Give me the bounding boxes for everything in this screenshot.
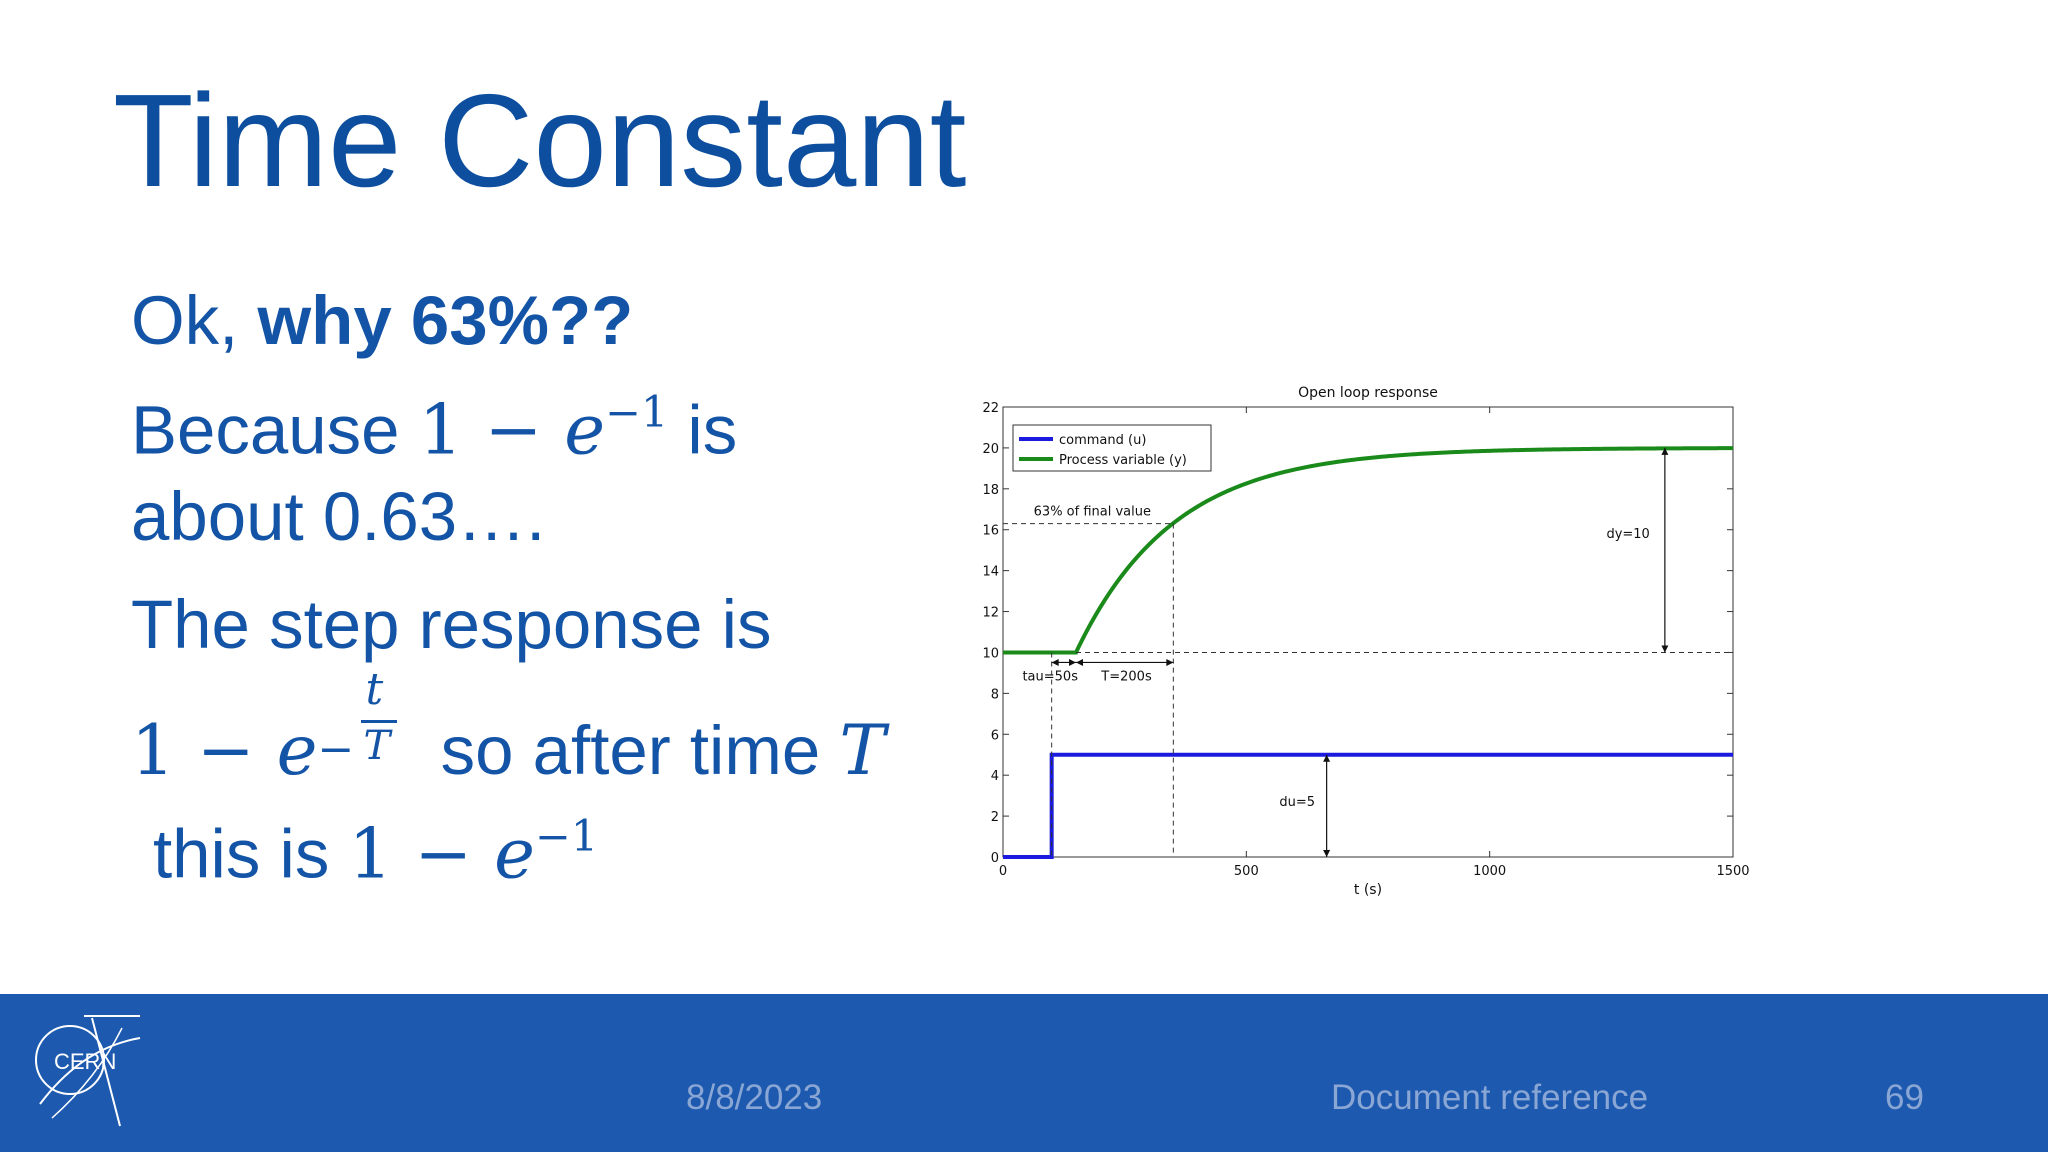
chart-svg: 0 2 4 6 8 10 12 14 16 18 20 22 0 500 1000 1500 Open loop… [960, 370, 1760, 910]
line-this-is: this is 1 − e−1 [153, 812, 598, 896]
line5-T: T [839, 711, 886, 791]
cern-logo-icon [35, 1015, 141, 1127]
line5-mid: so after time [421, 712, 840, 789]
chart-title: Open loop response [1298, 385, 1438, 401]
dy-arrow-head [1661, 447, 1669, 455]
line5-num: t [365, 664, 384, 715]
du-arrow-head [1323, 850, 1331, 857]
line2-pre: Because [131, 391, 419, 469]
x-tick-label: 1000 [1473, 864, 1506, 879]
y-tick-label: 16 [982, 524, 999, 539]
line2-one: 1 − [418, 390, 565, 471]
tau-arrow-head [1051, 658, 1059, 666]
page-number: 69 [1885, 1078, 1924, 1117]
label-time-constant: T=200s [1100, 669, 1152, 684]
line-about: about 0.63…. [131, 478, 546, 555]
label-63-percent: 63% of final value [1034, 505, 1151, 520]
line2-post: is [668, 391, 738, 469]
line6-pre: this is [153, 815, 349, 893]
legend-entry: Process variable (y) [1059, 453, 1187, 468]
time-constant-arrow-head [1166, 658, 1174, 666]
logo-text: CERN [54, 1049, 117, 1074]
legend-box [1012, 424, 1212, 472]
y-tick-label: 2 [991, 810, 999, 825]
x-tick-label: 500 [1234, 864, 1259, 879]
exponent-fraction: − t T [317, 664, 421, 775]
y-tick-label: 4 [991, 769, 999, 784]
line-why-63: Ok, why 63%?? [131, 280, 633, 363]
slide-title: Time Constant [113, 67, 967, 214]
chart-layer: 0 2 4 6 8 10 12 14 16 18 20 22 0 500 1000 1500 Open loop… [982, 385, 1749, 898]
cern-logo: CERN [22, 1008, 142, 1128]
y-tick-label: 6 [991, 728, 999, 743]
line-because: Because 1 − e−1 is [131, 388, 737, 472]
line5-e: e [276, 711, 318, 791]
footer-date: 8/8/2023 [686, 1078, 823, 1117]
line6-one: 1 − [348, 814, 495, 895]
line2-e: e [564, 390, 606, 471]
dy-arrow-head [1661, 645, 1669, 653]
line6-e: e [494, 814, 535, 895]
line6-exp: −1 [534, 812, 599, 862]
open-loop-chart: 0 2 4 6 8 10 12 14 16 18 20 22 0 500 1000 1500 Open loop… [960, 370, 1760, 910]
line1-text: Ok, [131, 282, 258, 359]
plot-area [1002, 406, 1734, 858]
series-process-variable-line [1003, 446, 1734, 655]
footer-bar: CERN 8/8/2023 Document reference 69 [0, 994, 2048, 1152]
y-tick-label: 22 [982, 401, 999, 416]
y-tick-label: 8 [991, 687, 999, 702]
x-tick-label: 0 [999, 864, 1007, 879]
y-tick-label: 20 [982, 442, 999, 457]
footer-reference: Document reference [1331, 1078, 1649, 1117]
line-step-response: The step response is [131, 586, 772, 663]
line1-bold: why 63%?? [257, 282, 634, 359]
line5-one: 1 − [131, 711, 277, 791]
tau-arrow-head [1069, 658, 1076, 666]
label-tau: tau=50s [1022, 669, 1078, 684]
du-arrow-head [1323, 754, 1331, 762]
legend-entry: command (u) [1059, 433, 1146, 448]
label-dy: dy=10 [1606, 527, 1649, 542]
y-tick-label: 0 [991, 851, 999, 866]
x-axis-label: t (s) [1354, 882, 1382, 898]
fraction-bar [361, 720, 398, 723]
label-du: du=5 [1279, 795, 1315, 810]
line5-minus: − [317, 724, 355, 775]
time-constant-arrow-head [1076, 658, 1083, 666]
y-tick-label: 18 [982, 483, 999, 498]
line5-den: T [363, 723, 391, 769]
y-tick-label: 14 [982, 565, 999, 580]
x-tick-label: 1500 [1716, 864, 1749, 879]
line-formula: 1 − e − t T so after time T [131, 664, 886, 793]
line2-exp: −1 [605, 388, 669, 438]
y-tick-label: 12 [982, 606, 999, 621]
y-tick-label: 10 [982, 646, 999, 661]
